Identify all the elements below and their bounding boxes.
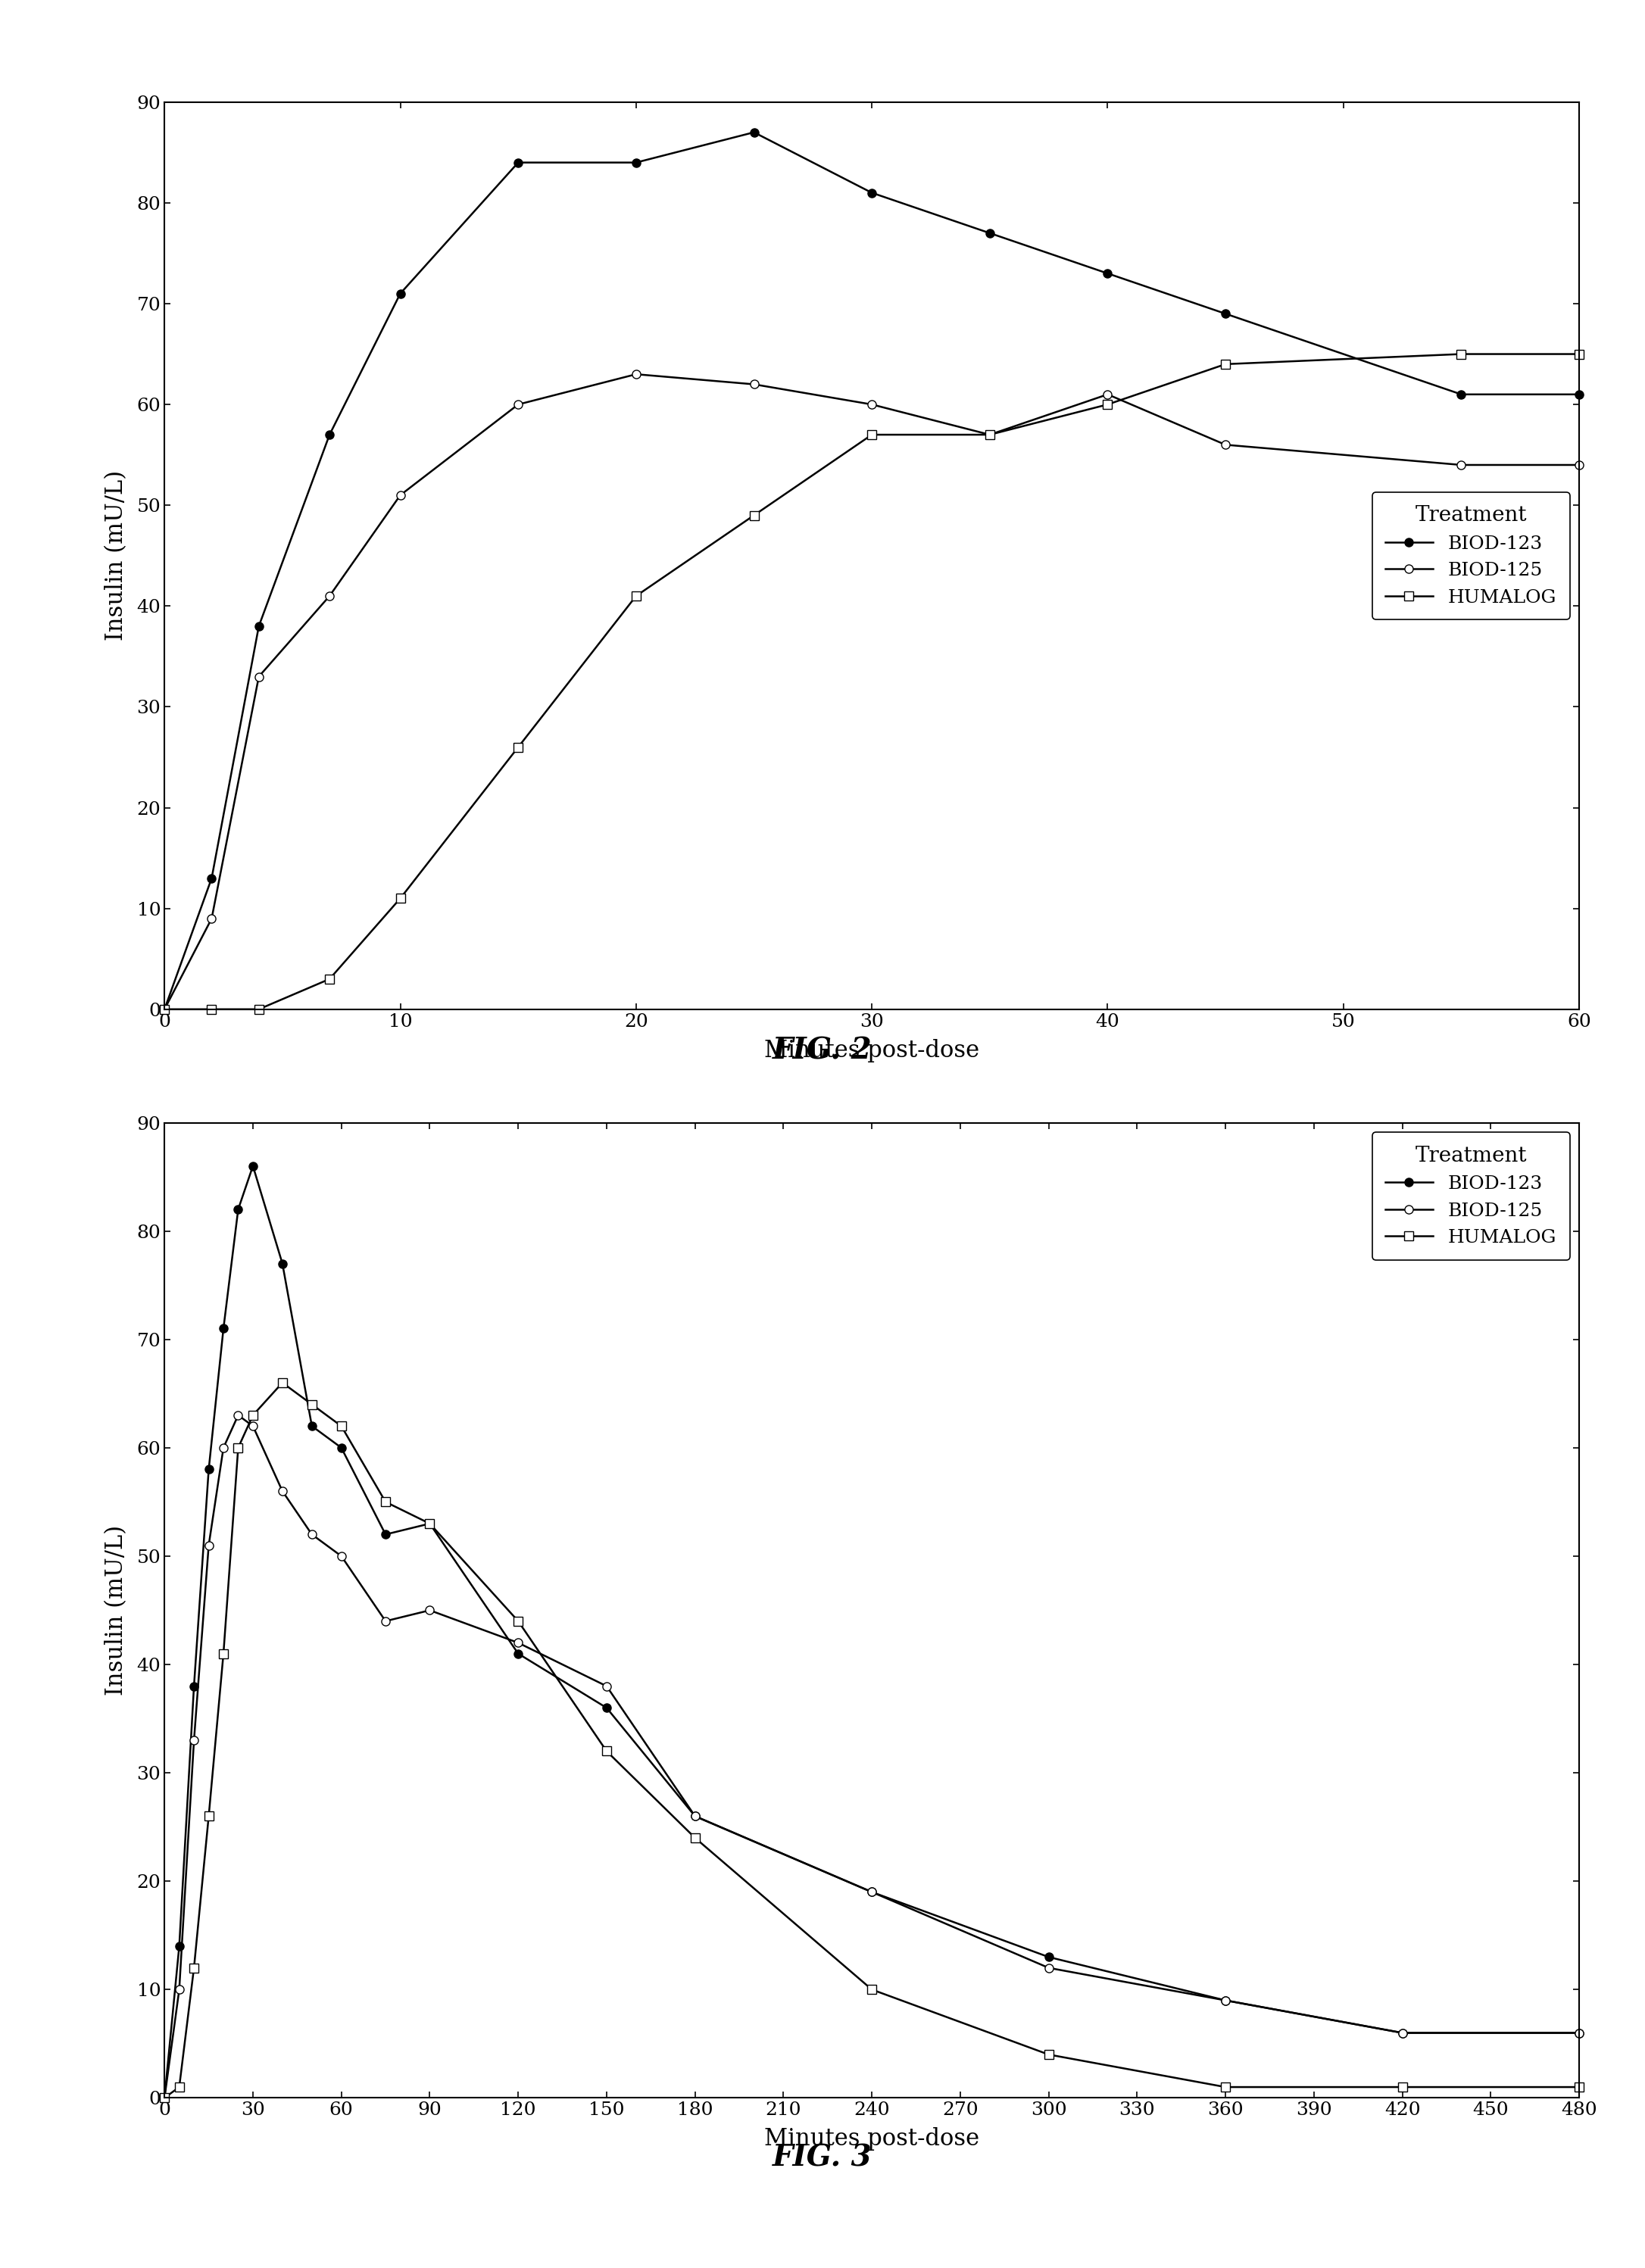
Text: FIG. 3: FIG. 3 [773,2143,872,2173]
Y-axis label: Insulin (mU/L): Insulin (mU/L) [105,469,128,642]
Text: FIG. 2: FIG. 2 [773,1036,872,1066]
X-axis label: Minutes post-dose: Minutes post-dose [765,1039,979,1061]
Legend: BIOD-123, BIOD-125, HUMALOG: BIOD-123, BIOD-125, HUMALOG [1372,492,1569,619]
X-axis label: Minutes post-dose: Minutes post-dose [765,2127,979,2150]
Legend: BIOD-123, BIOD-125, HUMALOG: BIOD-123, BIOD-125, HUMALOG [1372,1132,1569,1259]
Y-axis label: Insulin (mU/L): Insulin (mU/L) [105,1524,128,1696]
